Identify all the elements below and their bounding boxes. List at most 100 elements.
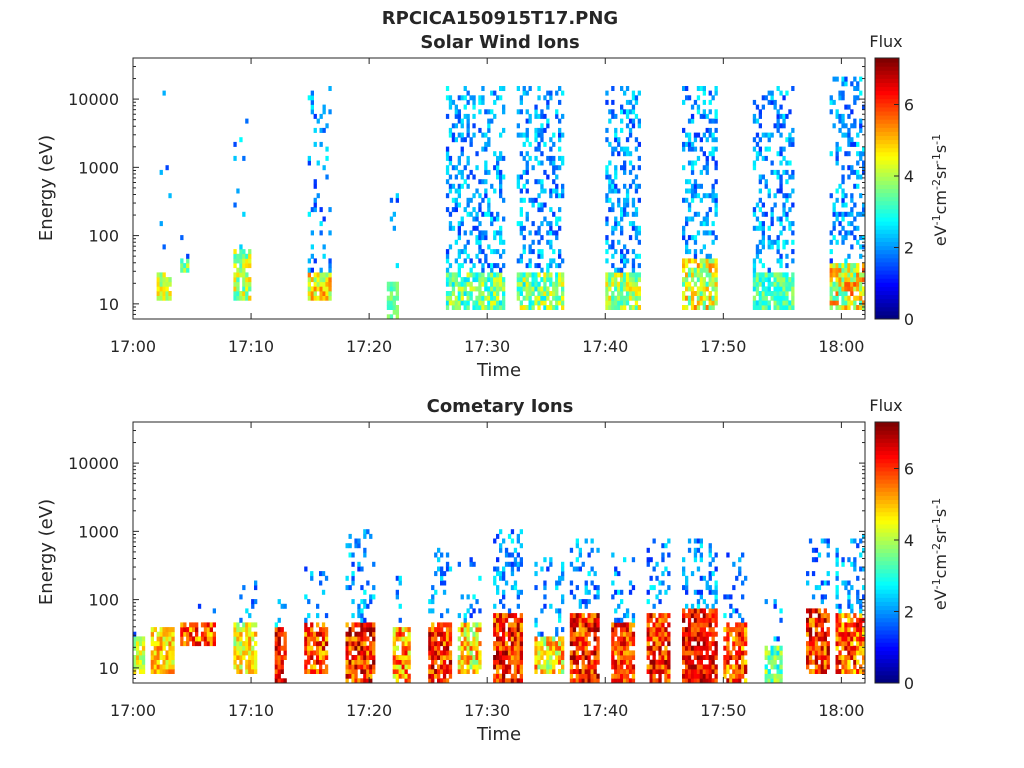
colorbar-segment (875, 204, 899, 210)
flux-cell (584, 631, 588, 637)
flux-cell (434, 645, 438, 651)
flux-cell (705, 272, 709, 278)
flux-cell (755, 225, 760, 231)
flux-cell (835, 575, 839, 581)
flux-cell (499, 575, 503, 581)
flux-cell (617, 221, 621, 227)
flux-cell (667, 636, 671, 642)
flux-cell (552, 645, 556, 651)
flux-cell (693, 267, 698, 273)
flux-cell (628, 169, 633, 175)
flux-cell (623, 146, 627, 152)
flux-cell (862, 669, 866, 674)
flux-cell (850, 211, 854, 217)
flux-cell (614, 221, 618, 227)
colorbar-segment (875, 605, 899, 611)
flux-cell (525, 127, 529, 133)
flux-cell (522, 132, 526, 138)
flux-cell (499, 86, 503, 91)
flux-cell (328, 86, 332, 91)
flux-cell (687, 146, 692, 152)
flux-cell (631, 90, 636, 96)
flux-cell (481, 291, 485, 296)
flux-cell (478, 244, 482, 250)
flux-cell (732, 561, 736, 567)
flux-cell (363, 678, 367, 684)
flux-cell (584, 617, 588, 623)
flux-cell (590, 673, 594, 679)
flux-cell (605, 165, 609, 171)
colorbar-segment (875, 662, 899, 668)
flux-cell (614, 216, 618, 222)
flux-cell (248, 613, 252, 619)
flux-cell (239, 664, 243, 670)
flux-cell (682, 99, 686, 105)
colorbar-tick-label: 2 (904, 238, 914, 257)
flux-cell (463, 249, 467, 255)
flux-cell (841, 295, 845, 301)
flux-cell (460, 291, 464, 296)
flux-cell (528, 244, 532, 250)
flux-cell (466, 239, 470, 245)
flux-cell (200, 622, 205, 628)
flux-cell (522, 86, 526, 91)
flux-cell (431, 678, 435, 684)
flux-cell (522, 90, 526, 96)
flux-cell (233, 622, 237, 628)
flux-cell (755, 249, 760, 255)
flux-cell (687, 659, 692, 665)
flux-cell (466, 123, 470, 129)
flux-cell (522, 295, 526, 301)
flux-cell (499, 235, 503, 241)
flux-cell (428, 645, 432, 651)
flux-cell (646, 547, 650, 553)
flux-cell (611, 281, 615, 287)
flux-cell (690, 113, 695, 119)
flux-cell (313, 669, 317, 674)
flux-cell (366, 673, 370, 679)
flux-cell (687, 627, 692, 633)
flux-cell (159, 286, 163, 292)
colorbar-segment (875, 147, 899, 153)
flux-cell (552, 281, 556, 287)
flux-cell (811, 659, 816, 665)
flux-cell (835, 155, 839, 161)
flux-cell (496, 617, 500, 623)
flux-cell (862, 566, 866, 572)
flux-cell (519, 99, 523, 105)
flux-cell (628, 580, 633, 586)
y-tick-label: 100 (88, 227, 119, 246)
flux-cell (617, 678, 621, 684)
flux-cell (507, 659, 512, 665)
flux-cell (791, 137, 795, 143)
flux-cell (702, 244, 706, 250)
flux-cell (835, 188, 839, 194)
flux-cell (744, 664, 748, 670)
flux-cell (806, 650, 810, 656)
flux-cell (398, 655, 402, 660)
flux-cell (507, 664, 512, 670)
flux-cell (605, 216, 609, 222)
flux-cell (652, 645, 656, 651)
flux-cell (549, 221, 553, 227)
flux-cell (729, 650, 733, 656)
flux-cell (611, 277, 615, 283)
flux-cell (546, 566, 550, 572)
flux-cell (726, 655, 730, 660)
colorbar-segment (875, 180, 899, 185)
flux-cell (457, 263, 461, 269)
colorbar-segment (875, 184, 899, 189)
flux-cell (189, 622, 193, 628)
flux-cell (611, 641, 615, 647)
flux-cell (853, 300, 857, 306)
flux-cell (779, 281, 783, 287)
flux-cell (389, 281, 394, 287)
flux-cell (171, 631, 175, 637)
colorbar-segment (875, 446, 899, 452)
flux-cell (478, 305, 482, 310)
flux-cell (472, 207, 476, 213)
flux-cell (195, 636, 199, 642)
flux-cell (431, 669, 435, 674)
flux-cell (631, 179, 636, 185)
flux-cell (829, 151, 833, 157)
